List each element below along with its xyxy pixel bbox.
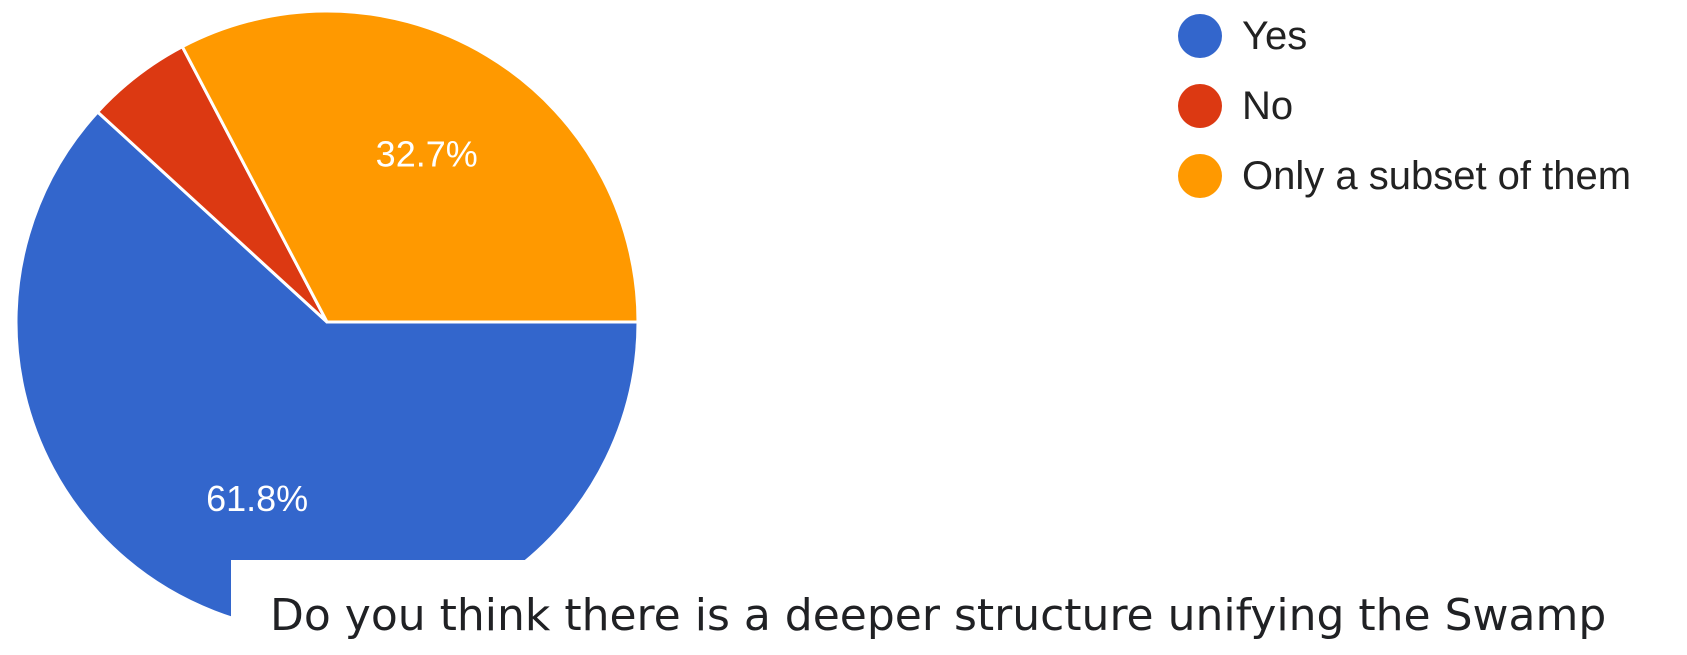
question-title: Do you think there is a deeper structure… [270,590,1607,641]
legend-label-subset: Only a subset of them [1242,153,1632,198]
chart-legend: Yes No Only a subset of them [1178,12,1631,222]
legend-item-subset[interactable]: Only a subset of them [1178,152,1631,200]
pie-label-subset: 32.7% [376,133,478,174]
pie-slice-yes[interactable] [14,109,640,635]
pie-slice-subset[interactable] [180,9,640,324]
legend-item-no[interactable]: No [1178,82,1631,130]
pie-label-yes: 61.8% [206,478,308,519]
legend-label-yes: Yes [1242,13,1308,58]
legend-swatch-subset [1178,154,1222,198]
legend-item-yes[interactable]: Yes [1178,12,1631,60]
legend-swatch-no [1178,84,1222,128]
question-card: Do you think there is a deeper structure… [231,560,1687,655]
legend-swatch-yes [1178,14,1222,58]
legend-label-no: No [1242,83,1294,128]
